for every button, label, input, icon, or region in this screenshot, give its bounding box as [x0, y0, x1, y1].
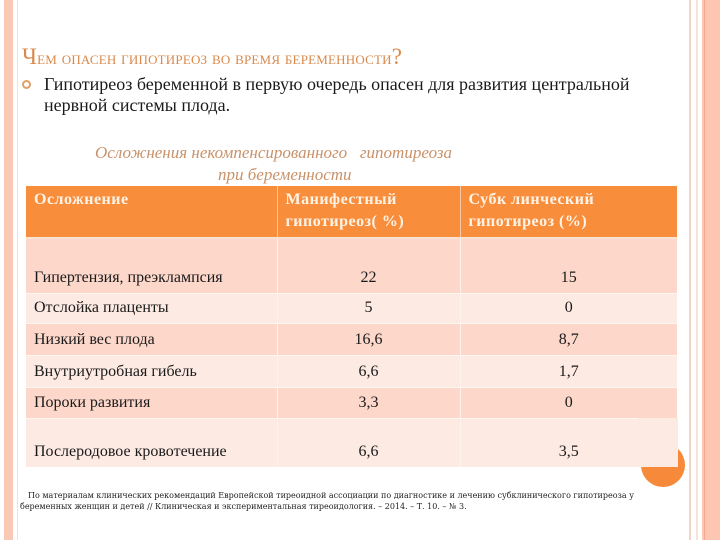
- title-text: ем опасен гипотиреоз во время беременнос…: [37, 48, 392, 68]
- cell-complication: Пороки развития: [26, 386, 278, 418]
- cell-manifest: 16,6: [277, 322, 461, 355]
- cell-complication: Внутриутробная гибель: [26, 354, 278, 387]
- table-row: Гипертензия, преэклампсия 22 15: [26, 237, 677, 293]
- complications-table: Осложнение Манифестный гипотиреоз( %) Су…: [26, 186, 677, 467]
- decorative-circle-mask: [638, 418, 678, 467]
- footnote: По материалам клинических рекомендаций Е…: [20, 490, 680, 512]
- bullet-text: Гипотиреоз беременной в первую очередь о…: [44, 74, 630, 115]
- table-caption: Осложнения некомпенсированного гипотирео…: [0, 142, 720, 186]
- header-subclinical: Субк линческий гипотиреоз (%): [460, 186, 677, 239]
- cell-subclinical: 15: [460, 237, 677, 293]
- cell-manifest: 3,3: [277, 386, 461, 418]
- cell-manifest: 6,6: [277, 354, 461, 387]
- table-row: Пороки развития 3,3 0: [26, 386, 677, 418]
- slide-title: Чем опасен гипотиреоз во время беременно…: [22, 44, 402, 70]
- header-manifest: Манифестный гипотиреоз( %): [277, 186, 461, 239]
- slide-frame-right-line: [689, 0, 691, 540]
- cell-manifest: 22: [277, 237, 461, 293]
- slide-frame-right-inner: [704, 0, 705, 540]
- bullet-circle-icon: [22, 80, 31, 89]
- table-row: Низкий вес плода 16,6 8,7: [26, 322, 677, 355]
- slide-frame-right: [702, 0, 720, 540]
- slide-frame-left: [4, 0, 13, 540]
- slide-frame-left-line: [17, 0, 18, 540]
- table-row: Внутриутробная гибель 6,6 1,7: [26, 354, 677, 387]
- title-initial: Ч: [22, 44, 38, 69]
- footnote-line2: беременных женщин и детей // Клиническая…: [20, 502, 467, 511]
- cell-complication: Гипертензия, преэклампсия: [26, 237, 278, 293]
- cell-manifest: 5: [277, 292, 461, 323]
- cell-complication: Низкий вес плода: [26, 322, 278, 355]
- table-row: Отслойка плаценты 5 0: [26, 292, 677, 323]
- table-caption-line1: Осложнения некомпенсированного гипотирео…: [95, 143, 453, 162]
- footnote-line1: По материалам клинических рекомендаций Е…: [28, 491, 634, 500]
- cell-subclinical: 8,7: [460, 322, 677, 355]
- table-row: Послеродовое кровотечение 6,6 3,5: [26, 417, 677, 467]
- bullet-point: Гипотиреоз беременной в первую очередь о…: [22, 74, 662, 116]
- cell-subclinical: 1,7: [460, 354, 677, 387]
- header-complication: Осложнение: [26, 186, 278, 239]
- slide-frame-right-line: [696, 0, 698, 540]
- cell-manifest: 6,6: [277, 417, 461, 467]
- title-end: ?: [391, 44, 403, 69]
- table-caption-line2: при беременности: [218, 165, 352, 184]
- table-header-row: Осложнение Манифестный гипотиреоз( %) Су…: [26, 186, 677, 239]
- cell-complication: Послеродовое кровотечение: [26, 417, 278, 467]
- cell-complication: Отслойка плаценты: [26, 292, 278, 323]
- cell-subclinical: 0: [460, 386, 677, 418]
- cell-subclinical: 0: [460, 292, 677, 323]
